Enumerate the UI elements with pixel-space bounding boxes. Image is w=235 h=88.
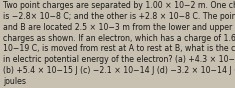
Text: Two point charges are separated by 1.00 × 10−2 m. One charge
is −2.8× 10−8 C; an: Two point charges are separated by 1.00 … xyxy=(3,1,235,86)
